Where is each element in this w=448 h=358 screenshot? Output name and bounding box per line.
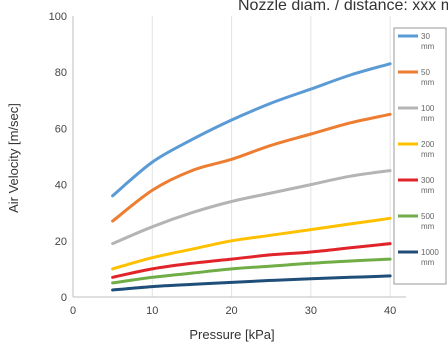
series-line — [111, 257, 392, 285]
chart-axes — [72, 16, 406, 298]
legend-label: 300 mm — [421, 176, 435, 195]
legend-label: 100 mm — [421, 104, 435, 123]
y-tick-label: 100 — [49, 11, 67, 23]
y-tick-label: 80 — [55, 67, 67, 79]
series-line — [111, 169, 392, 246]
x-tick-label: 30 — [305, 305, 317, 317]
y-tick-label: 60 — [55, 123, 67, 135]
legend-box — [393, 27, 447, 285]
x-axis-ticks: 0 10 20 30 40 — [70, 305, 396, 317]
data-series — [111, 62, 392, 292]
legend-label: 50 mm — [421, 68, 435, 87]
x-tick-label: 40 — [384, 305, 396, 317]
x-axis-label: Pressure [kPa] — [189, 327, 274, 342]
chart-legend: 30 mm 50 mm 100 mm 200 mm 300 mm 500 mm 1000 mm — [393, 27, 447, 285]
legend-label: 500 mm — [421, 212, 435, 231]
x-tick-label: 0 — [70, 305, 76, 317]
y-tick-label: 20 — [55, 236, 67, 248]
chart-title: Nozzle diam. / distance: xxx mm — [238, 0, 448, 14]
y-axis-ticks: 0 20 40 60 80 100 — [49, 11, 67, 304]
y-axis-label: Air Velocity [m/sec] — [6, 103, 21, 213]
series-line — [111, 274, 392, 292]
legend-label: 1000 mm — [421, 248, 439, 267]
series-line — [111, 112, 392, 223]
legend-label: 30 mm — [421, 32, 435, 51]
legend-label: 200 mm — [421, 140, 435, 159]
x-tick-label: 10 — [146, 305, 158, 317]
series-line — [111, 216, 392, 271]
y-tick-label: 0 — [61, 292, 67, 304]
series-line — [111, 242, 392, 279]
y-tick-label: 40 — [55, 180, 67, 192]
series-line — [111, 62, 392, 198]
x-tick-label: 20 — [225, 305, 237, 317]
